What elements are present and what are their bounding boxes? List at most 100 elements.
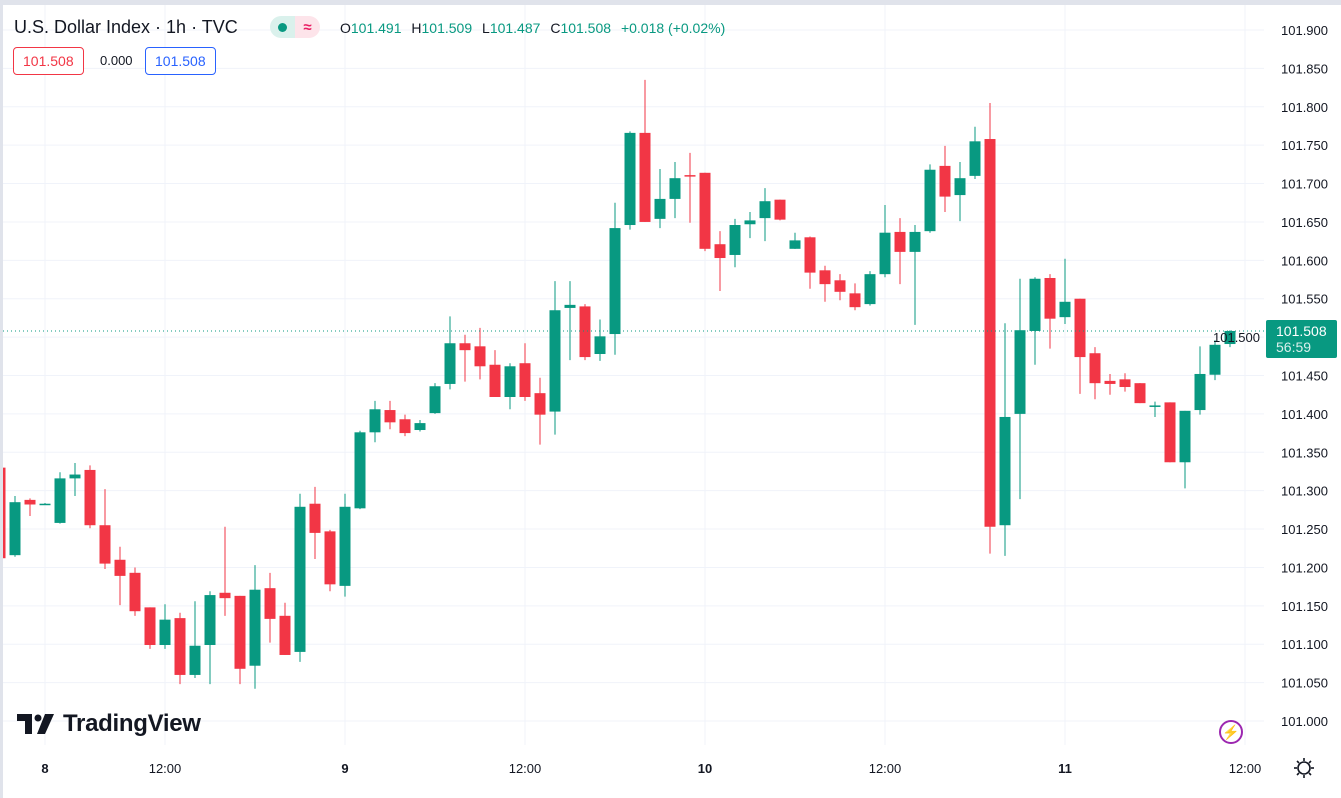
candle-body — [684, 175, 696, 177]
candle-down — [1104, 373, 1116, 395]
time-tick-label: 11 — [1058, 761, 1072, 776]
settings-gear-icon[interactable] — [1292, 756, 1316, 780]
candle-down — [84, 465, 96, 529]
candle-up — [294, 493, 306, 662]
candle-up — [1149, 401, 1161, 417]
left-border — [0, 0, 3, 798]
candle-down — [714, 231, 726, 292]
candle-body — [849, 293, 861, 308]
candle-down — [819, 265, 831, 302]
candle-body — [1104, 380, 1116, 384]
candle-body — [399, 419, 411, 434]
price-tick-label: 101.000 — [1281, 714, 1328, 729]
candle-body — [309, 503, 321, 533]
candle-up — [954, 162, 966, 222]
candle-down — [219, 526, 231, 616]
price-axis[interactable]: 101.900 101.850 101.800 101.750 101.700 101.6… — [1213, 23, 1328, 729]
candle-down — [1134, 383, 1146, 404]
candle-body — [1014, 330, 1026, 414]
candle-up — [744, 211, 756, 239]
candle-down — [129, 567, 141, 616]
candle-body — [999, 416, 1011, 526]
price-tick-label: 101.300 — [1281, 484, 1328, 499]
candle-up — [594, 319, 606, 361]
candle-body — [279, 615, 291, 655]
price-tick-label: 101.150 — [1281, 599, 1328, 614]
candle-body — [264, 588, 276, 619]
candle-body — [954, 178, 966, 196]
candle-body — [294, 506, 306, 652]
candle-body — [429, 386, 441, 414]
candle-up — [159, 604, 171, 649]
candle-up — [69, 463, 81, 497]
candle-body — [1044, 277, 1056, 319]
candle-down — [309, 486, 321, 559]
symbol-title[interactable]: U.S. Dollar Index · 1h · TVC — [14, 17, 238, 37]
sell-button[interactable]: 101.508 — [13, 47, 84, 75]
candle-body — [444, 343, 456, 384]
candle-body — [84, 469, 96, 526]
candle-body — [1089, 353, 1101, 384]
candle-up — [879, 205, 891, 278]
candle-up — [1179, 410, 1191, 489]
candle-up — [39, 502, 51, 506]
candle-body — [534, 393, 546, 415]
last-price-label: 101.508 56:59 — [1266, 319, 1337, 358]
candle-up — [909, 225, 921, 325]
time-tick-label: 12:00 — [1229, 761, 1262, 776]
candle-up — [354, 430, 366, 510]
time-axis[interactable]: 8 12:00 9 12:00 10 12:00 11 12:00 — [41, 761, 1261, 776]
candle-down — [684, 152, 696, 223]
candle-up — [189, 601, 201, 679]
change-value: +0.018 (+0.02%) — [620, 20, 726, 36]
candle-down — [1074, 298, 1086, 394]
candle-body — [639, 132, 651, 222]
time-tick-label: 8 — [41, 761, 48, 776]
candle-body — [249, 589, 261, 666]
spread-value: 0.000 — [100, 53, 133, 68]
candle-up — [1014, 278, 1026, 500]
candle-body — [654, 198, 666, 219]
bar-countdown: 56:59 — [1276, 338, 1312, 355]
candle-up — [249, 565, 261, 689]
candle-body — [414, 423, 426, 431]
candle-down — [114, 546, 126, 606]
candle-up — [339, 493, 351, 597]
price-tick-label: 101.550 — [1281, 292, 1328, 307]
candle-up — [1209, 340, 1221, 381]
candle-up — [504, 363, 516, 410]
status-pill[interactable]: ≈ — [270, 16, 320, 38]
candle-down — [144, 607, 156, 649]
lightning-icon[interactable]: ⚡ — [1219, 720, 1243, 744]
candle-body — [99, 525, 111, 564]
candle-body — [834, 280, 846, 292]
candle-body — [369, 409, 381, 433]
candle-down — [324, 529, 336, 592]
candle-down — [489, 350, 501, 397]
price-tick-label: 101.750 — [1281, 138, 1328, 153]
candle-body — [354, 432, 366, 509]
candle-down — [279, 602, 291, 655]
candle-up — [444, 316, 456, 390]
price-tick-label: 101.700 — [1281, 177, 1328, 192]
candle-body — [579, 306, 591, 358]
candle-up — [654, 168, 666, 229]
ohlc-legend: O101.491 H101.509 L101.487 C101.508 +0.0… — [340, 20, 731, 36]
candle-body — [189, 645, 201, 675]
candle-down — [834, 274, 846, 301]
candle-body — [819, 270, 831, 285]
candle-down — [174, 612, 186, 685]
candle-body — [489, 364, 501, 397]
candle-body — [789, 240, 801, 249]
open-label: O — [340, 20, 351, 36]
candle-body — [1209, 344, 1221, 375]
candle-up — [414, 420, 426, 432]
candle-body — [774, 199, 786, 220]
candle-body — [804, 237, 816, 273]
candle-up — [729, 218, 741, 268]
candle-down — [534, 377, 546, 445]
high-value: 101.509 — [421, 20, 473, 36]
tradingview-logo[interactable]: TradingView — [17, 710, 201, 738]
buy-button[interactable]: 101.508 — [145, 47, 216, 75]
